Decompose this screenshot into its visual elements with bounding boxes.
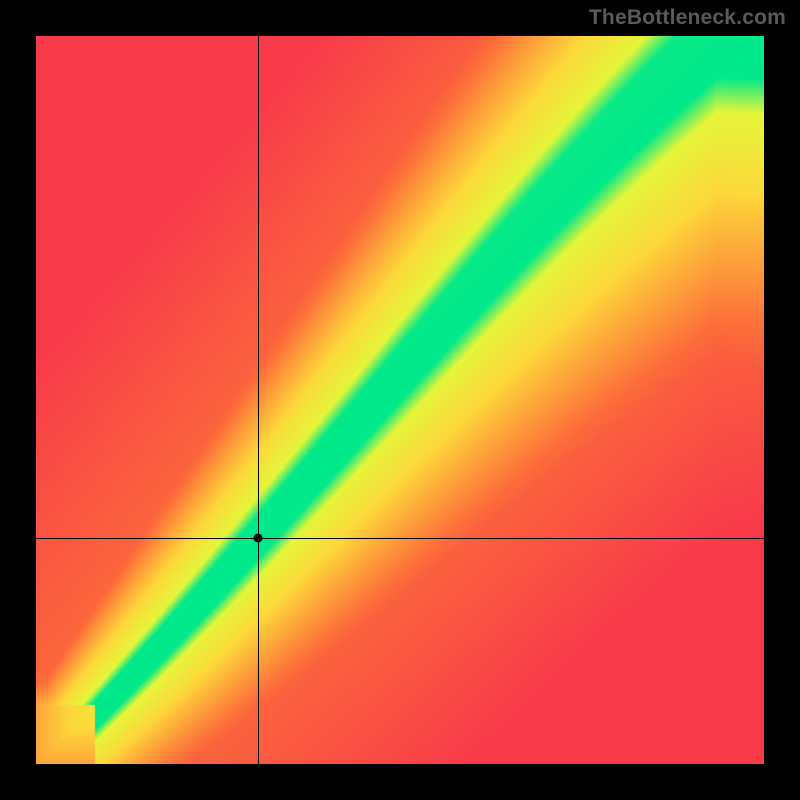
chart-container: TheBottleneck.com bbox=[0, 0, 800, 800]
crosshair-marker bbox=[254, 534, 263, 543]
heatmap-canvas bbox=[36, 36, 764, 764]
crosshair-vertical bbox=[258, 36, 259, 764]
plot-area bbox=[36, 36, 764, 764]
crosshair-horizontal bbox=[36, 538, 764, 539]
watermark-text: TheBottleneck.com bbox=[589, 6, 786, 30]
